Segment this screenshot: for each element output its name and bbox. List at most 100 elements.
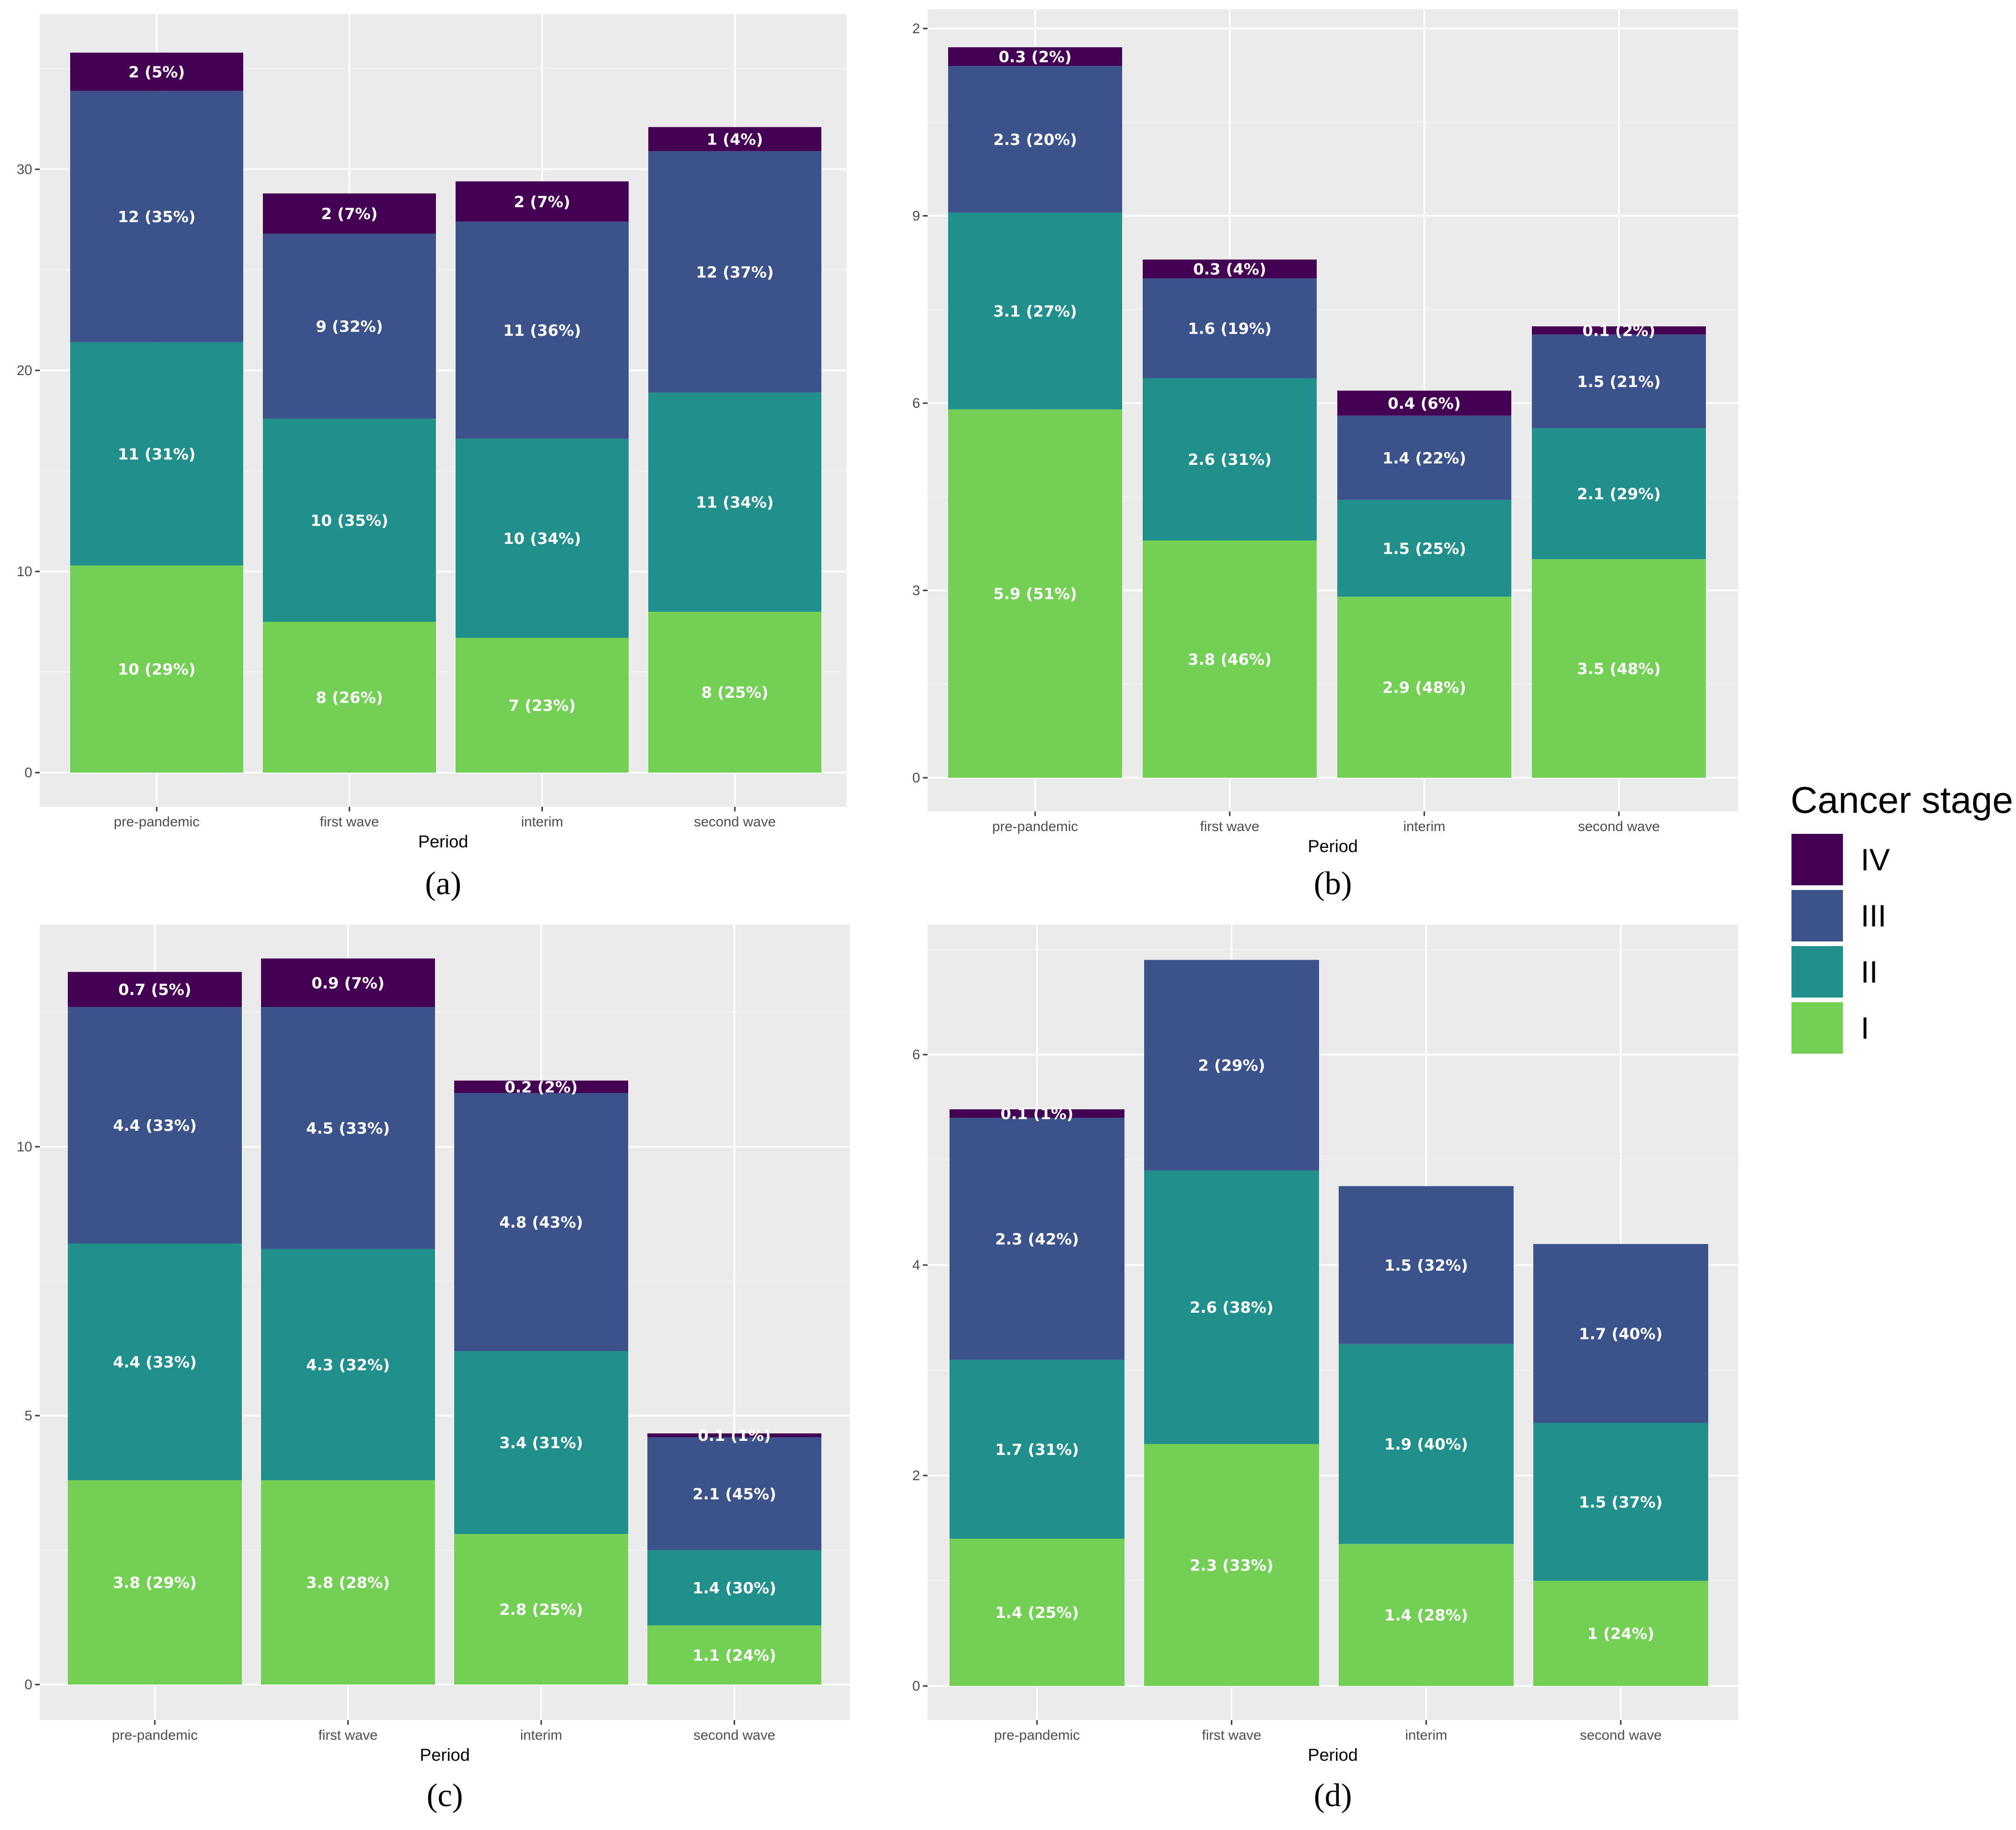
- x-tick-label: second wave: [694, 814, 776, 830]
- bar-segment-stage-iii: [647, 1437, 821, 1550]
- bar-segment-stage-ii: [1337, 499, 1511, 597]
- bar-data-label: 0.9 (7%): [312, 974, 384, 992]
- bar-data-label: 2 (5%): [129, 63, 185, 81]
- bar-segment-stage-ii: [648, 392, 821, 612]
- legend-swatch-i: [1791, 1002, 1843, 1054]
- x-tick-label: second wave: [1580, 1728, 1661, 1743]
- bar-data-label: 4.3 (32%): [306, 1356, 390, 1374]
- bar-data-label: 0.3 (2%): [999, 48, 1072, 66]
- bar-data-label: 10 (34%): [503, 529, 581, 548]
- panel-label: (a): [425, 866, 462, 902]
- bar-segment-stage-iv: [261, 958, 435, 1007]
- bar-segment-stage-iv: [1143, 259, 1317, 278]
- y-tick-label: 10: [17, 564, 32, 579]
- bar-segment-stage-iii: [1339, 1186, 1514, 1344]
- bar-segment-stage-iii: [456, 221, 629, 439]
- panel-label: (c): [427, 1778, 463, 1814]
- bar-segment-stage-iv: [68, 972, 242, 1007]
- panel-label: (b): [1314, 866, 1352, 902]
- bar-data-label: 2.1 (29%): [1577, 485, 1661, 503]
- x-tick-label: second wave: [1578, 819, 1660, 834]
- bar-segment-stage-i: [648, 612, 821, 773]
- bar-data-label: 12 (35%): [118, 208, 196, 226]
- legend-label-i: I: [1861, 1011, 1869, 1045]
- bar-segment-stage-iv: [1532, 326, 1706, 335]
- bar-data-label: 3.8 (46%): [1188, 650, 1271, 668]
- bar-data-label: 1.6 (19%): [1188, 319, 1271, 338]
- bar-data-label: 10 (29%): [118, 660, 196, 679]
- bar-segment-stage-iii: [1337, 415, 1511, 500]
- legend-swatch-ii: [1791, 946, 1843, 998]
- y-tick-label: 4: [912, 1258, 920, 1273]
- chart-panel-d: 0 2 4 6 1.4 (25%) 1.7 (31%) 2.3 (42%) 0.1 (1%) p…: [912, 925, 1738, 1814]
- panel-label: (d): [1314, 1778, 1352, 1814]
- bar-segment-stage-ii: [456, 439, 629, 638]
- x-axis-title: Period: [418, 832, 468, 851]
- x-tick-label: interim: [1405, 1728, 1447, 1743]
- bar-data-label: 2 (29%): [1198, 1056, 1265, 1075]
- bar-data-label: 1.4 (30%): [692, 1579, 776, 1597]
- x-tick-label: first wave: [320, 814, 379, 830]
- bar-segment-stage-iv: [1337, 391, 1511, 416]
- bar-segment-stage-iii: [454, 1093, 628, 1351]
- bar-segment-stage-i: [1532, 559, 1706, 778]
- bar-segment-stage-iv: [950, 1109, 1124, 1118]
- bar-data-label: 1.9 (40%): [1384, 1435, 1468, 1454]
- bar-data-label: 2.6 (38%): [1189, 1298, 1273, 1316]
- bar-data-label: 2.6 (31%): [1188, 450, 1271, 469]
- bar-segment-stage-i: [70, 565, 243, 773]
- bar-segment-stage-ii: [1533, 1423, 1708, 1581]
- bar-segment-stage-ii: [948, 212, 1122, 410]
- bar-data-label: 1.4 (22%): [1382, 449, 1466, 467]
- bar-segment-stage-ii: [454, 1351, 628, 1534]
- bar-segment-stage-iv: [948, 47, 1122, 66]
- bar-segment-stage-iv: [456, 181, 629, 222]
- bar-data-label: 0.1 (1%): [698, 1426, 771, 1445]
- x-tick-label: first wave: [1200, 819, 1260, 834]
- x-tick-label: pre-pandemic: [992, 819, 1078, 834]
- bar-data-label: 2 (7%): [514, 193, 571, 211]
- bar-data-label: 8 (26%): [316, 688, 383, 707]
- x-axis-title: Period: [420, 1745, 470, 1765]
- x-axis-title: Period: [1308, 837, 1358, 856]
- y-tick-label: 2: [912, 21, 920, 36]
- bar-data-label: 0.3 (4%): [1193, 260, 1266, 278]
- bar-segment-stage-iii: [648, 151, 821, 393]
- bar-segment-stage-i: [1533, 1581, 1708, 1686]
- legend-title: Cancer stage: [1791, 779, 2013, 821]
- y-tick-label: 6: [912, 396, 920, 411]
- bar-data-label: 3.8 (29%): [113, 1574, 196, 1592]
- bar-data-label: 2.3 (42%): [995, 1230, 1079, 1248]
- bar-segment-stage-iii: [263, 233, 436, 419]
- bar-data-label: 3.1 (27%): [993, 302, 1077, 320]
- y-tick-label: 5: [24, 1408, 32, 1424]
- bar-segment-stage-iv: [454, 1080, 628, 1093]
- bar-data-label: 0.1 (1%): [1001, 1105, 1073, 1123]
- bar-data-label: 4.5 (33%): [306, 1119, 390, 1137]
- bar-data-label: 0.1 (2%): [1582, 321, 1655, 340]
- y-tick-label: 20: [17, 363, 32, 378]
- bar-segment-stage-i: [647, 1625, 821, 1685]
- bar-segment-stage-iii: [950, 1118, 1124, 1360]
- bar-segment-stage-ii: [647, 1550, 821, 1626]
- bar-segment-stage-i: [1337, 596, 1511, 778]
- x-tick-label: pre-pandemic: [114, 814, 199, 830]
- bar-segment-stage-i: [948, 409, 1122, 778]
- bar-segment-stage-iii: [1143, 278, 1317, 378]
- x-tick-label: first wave: [1202, 1728, 1262, 1743]
- bar-data-label: 11 (34%): [696, 493, 774, 512]
- chart-panel-b: 0 3 6 9 2 5.9 (51%) 3.1 (27%) 2.3 (20%) 0.3 (2%)…: [912, 9, 1738, 902]
- bar-data-label: 4.4 (33%): [113, 1353, 196, 1371]
- x-axis-title: Period: [1308, 1745, 1358, 1765]
- bar-segment-stage-i: [263, 622, 436, 773]
- x-tick-label: interim: [521, 814, 563, 830]
- bar-segment-stage-ii: [1143, 378, 1317, 541]
- bar-data-label: 7 (23%): [508, 696, 576, 715]
- bar-segment-stage-ii: [70, 342, 243, 566]
- bar-segment-stage-iii: [1532, 334, 1706, 428]
- bar-segment-stage-ii: [1339, 1344, 1514, 1544]
- bar-data-label: 2.9 (48%): [1382, 678, 1466, 696]
- bar-data-label: 1 (24%): [1587, 1625, 1654, 1643]
- y-tick-label: 6: [912, 1047, 920, 1063]
